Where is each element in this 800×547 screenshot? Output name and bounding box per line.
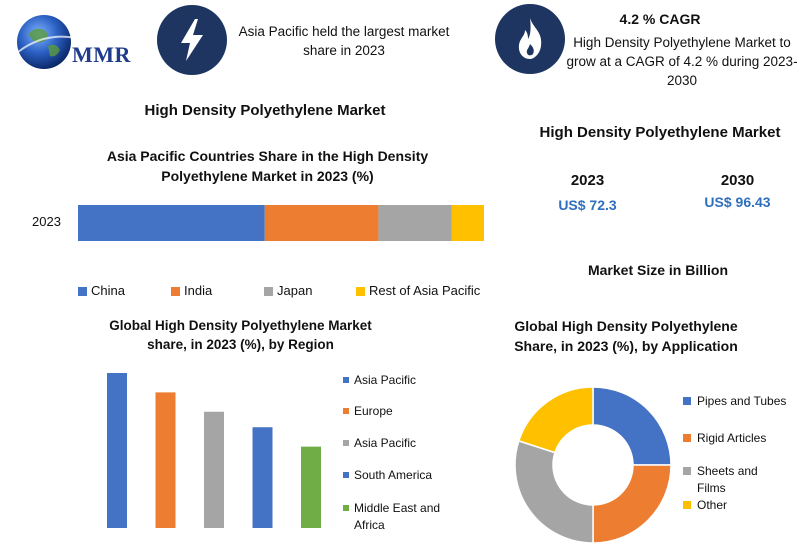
- bar-europe-1: [155, 392, 176, 528]
- legend-item-asia-pacific: Asia Pacific: [343, 372, 448, 389]
- legend-swatch: [343, 377, 349, 383]
- bar-south-america-3: [252, 427, 273, 528]
- chart3-legend: Pipes and Tubes Rigid Articles Sheets and …: [683, 393, 793, 523]
- bar-segment-china: [78, 205, 265, 241]
- legend-swatch: [343, 472, 349, 478]
- legend-item-india: India: [171, 283, 212, 298]
- lightning-icon: [181, 19, 203, 61]
- legend-label: Asia Pacific: [354, 436, 417, 450]
- legend-item-china: China: [78, 283, 125, 298]
- bar-segment-rest-of-asia-pacific: [451, 205, 484, 241]
- legend-swatch: [264, 287, 273, 297]
- cagr-text: High Density Polyethylene Market to grow…: [566, 35, 798, 88]
- value-2030: US$ 96.43: [704, 194, 771, 210]
- legend-item-south-america: South America: [343, 467, 448, 484]
- donut-slice-rigid-articles: [592, 464, 672, 544]
- legend-item-japan: Japan: [264, 283, 312, 298]
- legend-item-rigid-articles: Rigid Articles: [683, 430, 788, 447]
- bar-segment-india: [264, 205, 379, 241]
- application-donut-chart: [514, 386, 672, 544]
- legend-swatch: [171, 287, 180, 297]
- legend-swatch: [343, 505, 349, 511]
- legend-swatch: [683, 467, 691, 475]
- chart2-title: Global High Density Polyethylene Market …: [109, 318, 372, 352]
- bar-asia-pacific-0: [107, 373, 127, 528]
- legend-item-other: Other: [683, 497, 788, 514]
- logo-text: MMR: [72, 42, 131, 67]
- chart1-legend: China India Japan Rest of Asia Pacific: [78, 283, 508, 301]
- bar-middle-east-and-africa-4: [301, 446, 321, 528]
- legend-swatch: [683, 397, 691, 405]
- legend-item-rest-of-asia-pacific: Rest of Asia Pacific: [356, 283, 480, 298]
- legend-label: South America: [354, 468, 433, 482]
- legend-item-sheets-and-films: Sheets and Films: [683, 463, 788, 497]
- legend-item-middle-east-and-africa: Middle East and Africa: [343, 500, 448, 534]
- right-heading: High Density Polyethylene Market: [539, 124, 781, 141]
- stacked-bar-chart: [78, 205, 484, 241]
- chart2-legend: Asia Pacific Europe Asia Pacific South Amer…: [343, 372, 453, 542]
- legend-label: Pipes and Tubes: [697, 394, 787, 408]
- donut-slice-sheets-and-films: [514, 439, 594, 544]
- banner1-text: Asia Pacific held the largest market sha…: [238, 24, 450, 58]
- legend-item-pipes-and-tubes: Pipes and Tubes: [683, 393, 788, 410]
- legend-label: Asia Pacific: [354, 373, 417, 387]
- legend-label: Rest of Asia Pacific: [369, 283, 481, 298]
- legend-label: Europe: [354, 404, 393, 418]
- chart1-category-label: 2023: [32, 214, 61, 229]
- legend-swatch: [683, 501, 691, 509]
- legend-label: Japan: [277, 283, 313, 298]
- legend-swatch: [343, 440, 349, 446]
- legend-item-asia-pacific: Asia Pacific: [343, 435, 448, 452]
- legend-swatch: [356, 287, 365, 297]
- bar-asia-pacific-2: [204, 411, 224, 528]
- flame-icon: [518, 18, 542, 59]
- region-bar-chart: [107, 373, 321, 528]
- year-2030: 2030: [720, 172, 755, 189]
- chart3-title: Global High Density Polyethylene Share, …: [514, 318, 738, 354]
- year-2023: 2023: [570, 172, 605, 189]
- market-size-caption: Market Size in Billion: [587, 262, 729, 278]
- value-2023: US$ 72.3: [558, 197, 617, 213]
- lightning-badge: [157, 5, 227, 75]
- legend-swatch: [343, 408, 349, 414]
- legend-label: China: [91, 283, 125, 298]
- legend-label: Rigid Articles: [697, 431, 767, 445]
- legend-swatch: [683, 434, 691, 442]
- logo: MMR: [14, 12, 154, 72]
- legend-label: Sheets and Films: [697, 464, 758, 495]
- chart1-title: Asia Pacific Countries Share in the High…: [106, 148, 429, 184]
- donut-slice-other: [517, 386, 594, 454]
- legend-label: Middle East and Africa: [354, 501, 441, 532]
- legend-item-europe: Europe: [343, 403, 448, 420]
- donut-slice-pipes-and-tubes: [592, 386, 672, 466]
- legend-label: India: [184, 283, 213, 298]
- left-heading: High Density Polyethylene Market: [144, 102, 386, 119]
- bar-segment-japan: [378, 205, 452, 241]
- globe-icon: [17, 15, 77, 69]
- legend-label: Other: [697, 498, 728, 512]
- flame-badge: [495, 4, 565, 74]
- cagr-title: 4.2 % CAGR: [619, 11, 701, 27]
- legend-swatch: [78, 287, 87, 297]
